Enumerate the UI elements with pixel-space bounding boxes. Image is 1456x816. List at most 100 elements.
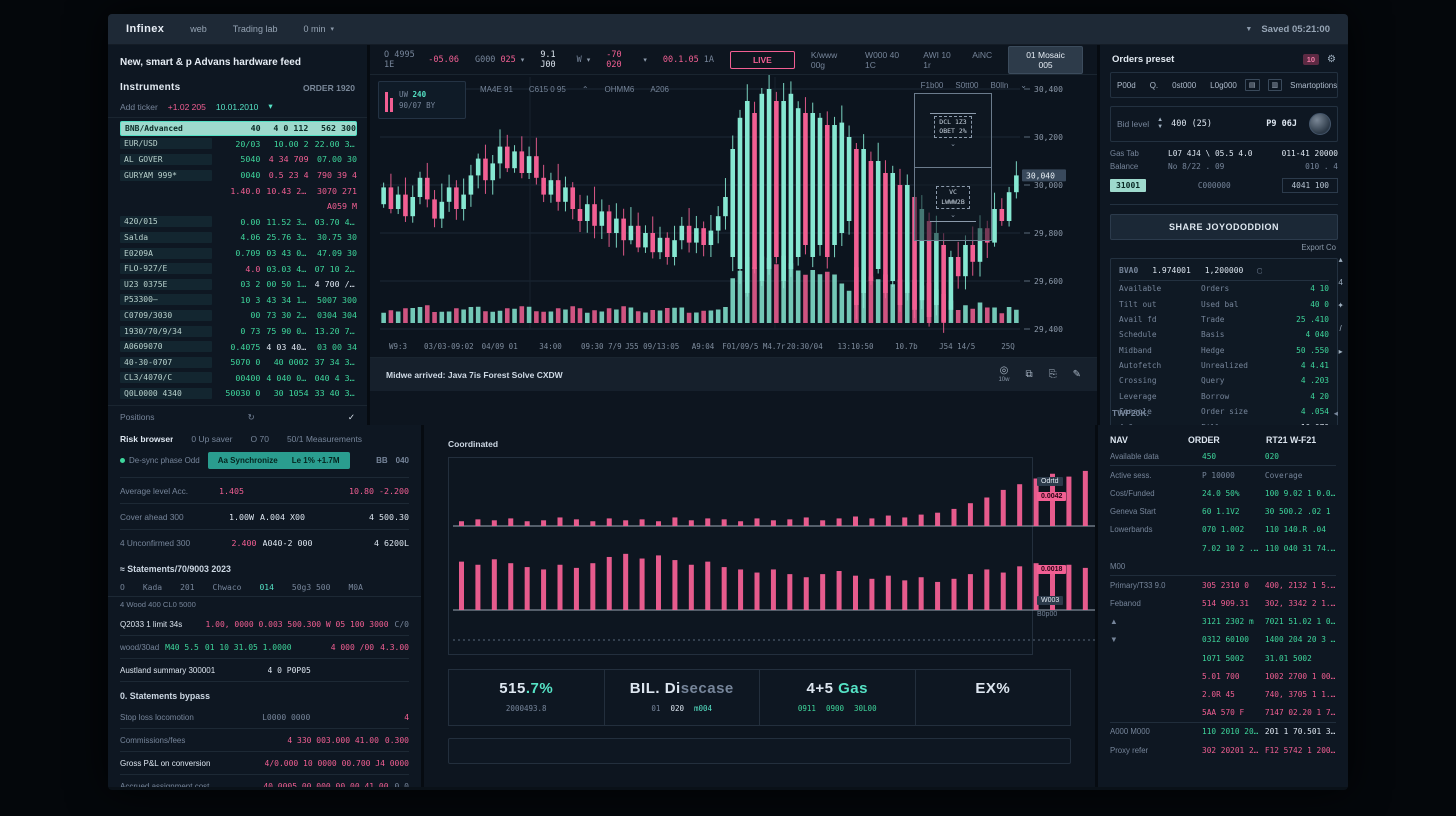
details-row[interactable]: Avail fd Trade 25 .410 (1119, 314, 1329, 324)
fill-row[interactable]: 1071 5002 31.01 5002 (1202, 653, 1312, 663)
nav-interval[interactable]: 0 min ▾ (303, 24, 334, 34)
details-row[interactable]: Tilt out Used bal 40 0 (1119, 299, 1329, 309)
gear-icon[interactable]: ⚙ (1327, 54, 1336, 65)
list-item[interactable]: ⌄ (1020, 81, 1027, 90)
check-icon[interactable]: ✓ (347, 411, 355, 422)
amount-box[interactable]: 4041 100 (1282, 178, 1338, 193)
bypass-row[interactable]: Commissions/fees 4 330 003.000 41.00 0.300 (120, 729, 409, 752)
list-item[interactable]: ⌃ (581, 85, 589, 94)
bypass-row[interactable]: Gross P&L on conversion 4/0.000 10 0000 0… (120, 752, 409, 775)
list-item[interactable]: O (120, 583, 125, 592)
list-item[interactable]: 014 (259, 583, 274, 592)
quantity-stepper[interactable]: ▲ ▼ (1157, 117, 1164, 130)
details-row[interactable]: Crossing Query 4 .203 (1119, 376, 1329, 386)
list-item[interactable]: 0 Up saver (191, 434, 233, 444)
toolbar-stat[interactable]: 9.1 J00 W ▾ (540, 49, 591, 70)
list-item[interactable]: O 70 (250, 434, 269, 444)
details-row[interactable]: Leverage Borrow 4 20 (1119, 391, 1329, 401)
tab-p00d[interactable]: P00d (1117, 80, 1136, 90)
refresh-icon[interactable]: ↻ (247, 411, 255, 422)
nav-trading-lab[interactable]: Trading lab (232, 24, 278, 34)
chart-legend[interactable]: MA4E 91 C615 0 95 ⌃ OHMM6 A206 (480, 85, 669, 94)
risk-panel-header[interactable]: Risk browser 0 Up saver O 70 50/1 Measureme… (108, 425, 421, 450)
list-item[interactable]: Kada (142, 583, 163, 592)
footer-caret-icon[interactable]: ◂ (1333, 408, 1338, 418)
list-item[interactable]: Chwaco (212, 583, 242, 592)
watchlist-row[interactable]: BNB/Advanced 40 4 0 112 562 300 (120, 121, 357, 136)
watchlist-row[interactable]: Salda 4.06 25.76 300 30.75 30 (120, 230, 357, 245)
tab-0st000[interactable]: 0st000 (1172, 80, 1197, 90)
list-item[interactable]: 201 (180, 583, 195, 592)
draw-icon[interactable]: ✎ (1072, 368, 1081, 380)
avatar[interactable] (1309, 113, 1331, 135)
watchlist-row[interactable]: E0209A 0.709 03 43 054 47.09 30 (120, 246, 357, 261)
price-chip[interactable]: 31001 (1110, 179, 1147, 192)
overlay-cell-2[interactable]: VC LWWW2B ⌄ (915, 167, 991, 240)
details-row[interactable]: Midband Hedge 50 .550 (1119, 345, 1329, 355)
watchlist-row[interactable]: A0609070 0.4075 4 03 4070 03 00 34 (120, 339, 357, 354)
chart-legend-right[interactable]: F1b00 S0tt00 B0lln ⌄ (921, 81, 1027, 90)
submit-order-button[interactable]: SHARE JOYODODDION (1110, 214, 1338, 240)
rail-icon[interactable]: ▴ (1338, 255, 1343, 264)
risk-row[interactable]: 4 Unconfirmed 300 2.400 A040-2 000 4 6200L (120, 529, 409, 555)
details-row[interactable]: Available Orders 4 10 (1119, 284, 1329, 294)
indicator-chart-area[interactable] (448, 457, 1095, 655)
session-button[interactable]: 01 Mosaic 005 (1008, 45, 1083, 74)
list-item[interactable]: 50/1 Measurements (286, 434, 363, 444)
statement-row[interactable]: wood/30ad M40 5.5 01 10 31.05 1.0000 4 000 … (120, 636, 409, 659)
list-item[interactable]: MA4E 91 (480, 85, 513, 94)
toolbar-links[interactable]: K/www 00g W000 40 1C AWI 10 1r AiNC (811, 50, 992, 70)
bypass-row[interactable]: Accrued assignment cost 40 0005 00 000 00… (120, 775, 409, 788)
toolbar-link[interactable]: K/www 00g (810, 49, 838, 70)
tab-q.[interactable]: Q. (1149, 80, 1159, 90)
list-item[interactable]: 10.01.2010 (215, 101, 259, 112)
watchlist-row[interactable]: Q0L0000 4340 50030 0 30 1054 33 40 350 (120, 386, 357, 401)
fill-row[interactable]: Active sess. P 10000 Coverage (1110, 465, 1336, 484)
watchlist-row[interactable]: 1.40.0 10.43 200 3070 271 (230, 185, 357, 196)
toolbar-stat[interactable]: -70 020 ▾ (606, 49, 647, 70)
toolbar-stat[interactable]: G000 025 ▾ (474, 54, 525, 65)
list-item[interactable]: OHMM6 (604, 85, 635, 94)
watchlist-row[interactable]: 40-30-0707 5070 0 40 0002 37 34 300 (120, 355, 357, 370)
list-item[interactable]: F1b00 (920, 81, 944, 90)
toolbar-link[interactable]: W000 40 1C (865, 49, 900, 70)
fill-row[interactable]: M00 (1110, 561, 1126, 571)
watchlist-row[interactable]: 420/015 0.00 11.52 300 03.70 450 (120, 215, 357, 230)
copy-icon[interactable]: ⎘ (1048, 368, 1057, 380)
tab-l0g000[interactable]: L0g000 (1210, 80, 1237, 90)
grid-view-icon[interactable]: ▤ (1244, 79, 1260, 91)
list-item[interactable]: A206 (650, 85, 669, 94)
list-item[interactable]: M0A (348, 583, 363, 592)
export-link[interactable]: Export Co (1301, 243, 1336, 252)
indicator-chart[interactable] (449, 458, 1095, 654)
rail-icon[interactable]: ▸ (1338, 347, 1343, 356)
list-item[interactable]: C615 0 95 (528, 85, 566, 94)
risk-row[interactable]: Cover ahead 300 1.00W A.004 X00 4 500.30 (120, 503, 409, 529)
watchlist-row[interactable]: FLO-927/E 4.0 03.03 470 07 10 204 (120, 261, 357, 276)
bypass-row[interactable]: Stop loss locomotion L0000 0000 4 (120, 706, 409, 729)
watchlist-row[interactable]: AL GOVER 5040 4 34 709 07.00 30 (120, 152, 357, 167)
watchlist-row[interactable]: EUR/USD 20/03 10.00 2 22.00 300 (120, 137, 357, 152)
statements-table-header[interactable]: O Kada 201 Chwaco 014 50g3 500 M0A (108, 579, 421, 597)
rail-icon[interactable]: 4 (1338, 278, 1343, 287)
list-item[interactable]: Risk browser (120, 434, 174, 444)
risk-row[interactable]: Average level Acc. 1.405 10.80 -2.200 (120, 477, 409, 503)
list-item[interactable]: 50g3 500 (291, 583, 331, 592)
details-row[interactable]: Schedule Basis 4 040 (1119, 330, 1329, 340)
list-item[interactable]: S0tt00 (955, 81, 979, 90)
command-input[interactable] (448, 738, 1071, 764)
watchlist-row[interactable]: GURYAM 999* 0040 0.5 23 4 790 39 4 (120, 168, 357, 183)
rail-icon[interactable]: / (1339, 324, 1342, 333)
watchlist-row[interactable]: P53300— 10 3 43 34 105 5007 300 (120, 293, 357, 308)
